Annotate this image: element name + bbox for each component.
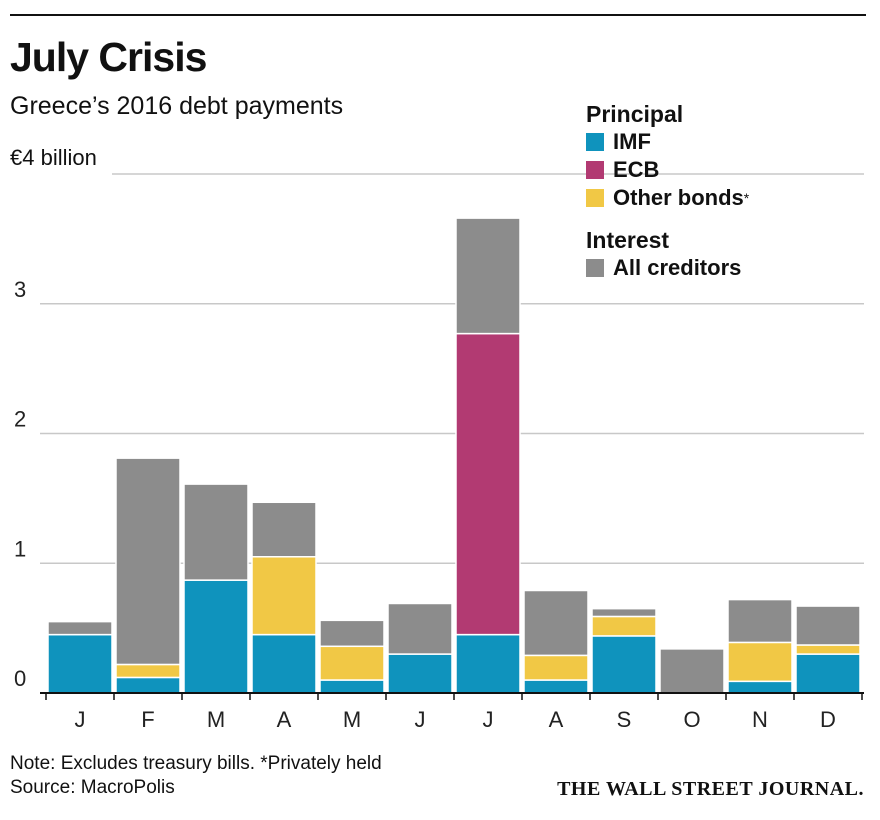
legend-item-imf: IMF	[586, 128, 749, 156]
note-text: Note: Excludes treasury bills. *Privatel…	[10, 753, 382, 774]
x-tick-label: M	[207, 707, 225, 732]
bar-segment-other	[319, 645, 385, 681]
x-tick-label: D	[820, 707, 836, 732]
legend-label-other-bonds: Other bonds	[613, 185, 744, 210]
bar-segment-imf	[795, 653, 861, 694]
legend-swatch-other-bonds	[586, 189, 604, 207]
y-tick-label: 3	[14, 277, 26, 302]
bar-segment-imf	[523, 679, 589, 694]
bar-segment-interest	[115, 457, 181, 666]
top-rule	[10, 14, 866, 16]
bar-segment-interest	[387, 602, 453, 655]
legend-label-ecb: ECB	[613, 157, 660, 182]
legend-interest-heading: Interest	[586, 227, 670, 253]
legend-label-imf: IMF	[613, 129, 651, 154]
bar-segment-interest	[47, 620, 113, 636]
bar-segment-imf	[727, 680, 793, 694]
bar-segment-interest	[591, 607, 657, 618]
x-tick-label: J	[75, 707, 86, 732]
bar-segment-interest	[727, 598, 793, 644]
legend-principal-heading: Principal	[586, 101, 684, 127]
bar-segment-interest	[251, 501, 317, 558]
source-text: Source: MacroPolis	[10, 777, 175, 798]
bar-segment-imf	[591, 635, 657, 694]
legend-footnote-marker: *	[743, 190, 750, 206]
bar-segment-imf	[183, 579, 249, 694]
bar-segment-interest	[455, 217, 521, 335]
bar-segment-other	[727, 641, 793, 683]
x-tick-label: F	[141, 707, 154, 732]
bar-segment-interest	[659, 648, 725, 694]
bar-segment-interest	[319, 619, 385, 648]
legend-item-other-bonds: Other bonds *	[586, 184, 749, 212]
legend-swatch-ecb	[586, 161, 604, 179]
bar-segment-imf	[319, 679, 385, 694]
footnote: Note: Excludes treasury bills. *Privatel…	[10, 752, 382, 800]
bar-segment-imf	[251, 633, 317, 694]
legend-item-all-creditors: All creditors	[586, 254, 749, 282]
bar-segment-interest	[523, 589, 589, 657]
bar-segment-other	[591, 615, 657, 637]
bar-segment-ecb	[455, 332, 521, 636]
chart-subtitle: Greece’s 2016 debt payments	[10, 92, 344, 120]
x-tick-label: S	[617, 707, 632, 732]
legend: Principal IMF ECB Other bonds * Interest …	[586, 100, 749, 282]
x-tick-label: A	[277, 707, 292, 732]
bar-segment-interest	[795, 605, 861, 646]
x-tick-label: N	[752, 707, 768, 732]
bar-segment-other	[523, 654, 589, 681]
bar-segment-imf	[47, 633, 113, 694]
y-axis-unit-label: €4 billion	[10, 145, 97, 170]
x-tick-label: J	[415, 707, 426, 732]
legend-label-all-creditors: All creditors	[613, 255, 742, 280]
bar-segment-interest	[183, 483, 249, 581]
publisher-logo: THE WALL STREET JOURNAL.	[557, 778, 864, 800]
x-tick-label: M	[343, 707, 361, 732]
legend-swatch-all-creditors	[586, 259, 604, 277]
legend-item-ecb: ECB	[586, 156, 749, 184]
bar-segment-imf	[455, 633, 521, 694]
bar-segment-imf	[115, 676, 181, 694]
y-tick-label: 0	[14, 666, 26, 691]
y-tick-label: 2	[14, 407, 26, 432]
bar-segment-other	[115, 663, 181, 679]
legend-swatch-imf	[586, 133, 604, 151]
y-tick-label: 1	[14, 536, 26, 561]
x-tick-label: J	[483, 707, 494, 732]
bar-segment-other	[251, 556, 317, 636]
chart-title: July Crisis	[10, 34, 207, 80]
x-tick-label: A	[549, 707, 564, 732]
bar-segment-other	[795, 644, 861, 655]
bar-segment-imf	[387, 653, 453, 694]
x-tick-label: O	[683, 707, 700, 732]
